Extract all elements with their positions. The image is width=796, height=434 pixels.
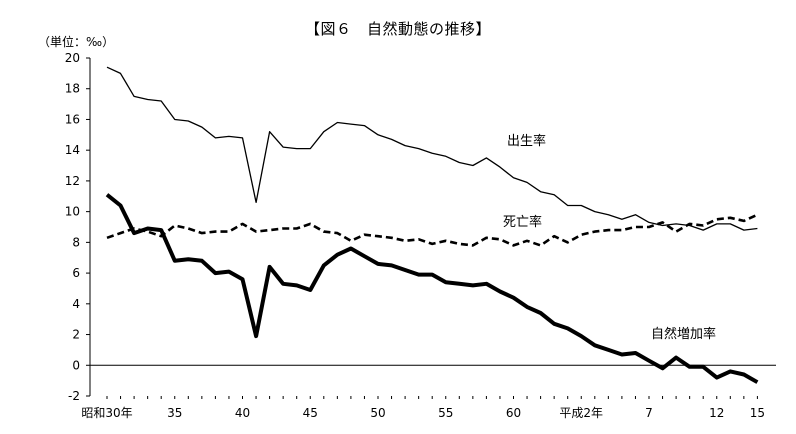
axes: -2 0 2 4 6 8 10 12 14 16 18 20 昭和30年 35 40 45 50 55 60 平成2年… [65,51,776,420]
y-tick-label: 18 [65,82,80,96]
x-tick-label: 60 [506,406,521,420]
chart-title: 【図６ 自然動態の推移】 [304,20,491,38]
x-tick-label: 昭和30年 [81,406,132,420]
x-tick-label: 7 [645,406,653,420]
x-tick-label: 15 [750,406,765,420]
y-tick-label: 8 [72,235,80,249]
y-tick-label: -2 [68,389,80,403]
x-tick-label: 40 [235,406,250,420]
y-tick-label: 6 [72,266,80,280]
series-label: 自然増加率 [651,326,716,342]
series-label: 出生率 [507,133,546,149]
y-tick-label: 4 [72,297,80,311]
series-line-自然増加率 [105,193,759,384]
y-tick-label: 12 [65,174,80,188]
x-tick-label: 55 [438,406,453,420]
y-tick-label: 10 [65,205,80,219]
x-tick-label: 平成2年 [559,406,603,420]
series-line-出生率 [106,66,758,231]
series-lines [105,66,759,384]
x-tick-label: 50 [370,406,385,420]
series-label: 死亡率 [503,214,542,230]
y-tick-label: 16 [65,112,80,126]
y-tick-label: 2 [72,328,80,342]
x-tick-label: 35 [167,406,182,420]
series-line-死亡率 [106,213,758,247]
x-tick-label: 12 [709,406,724,420]
y-tick-label: 0 [72,358,80,372]
y-axis-unit-label: （単位：‰） [38,35,115,49]
y-tick-label: 20 [65,51,80,65]
x-tick-label: 45 [303,406,318,420]
y-tick-label: 14 [65,143,80,157]
